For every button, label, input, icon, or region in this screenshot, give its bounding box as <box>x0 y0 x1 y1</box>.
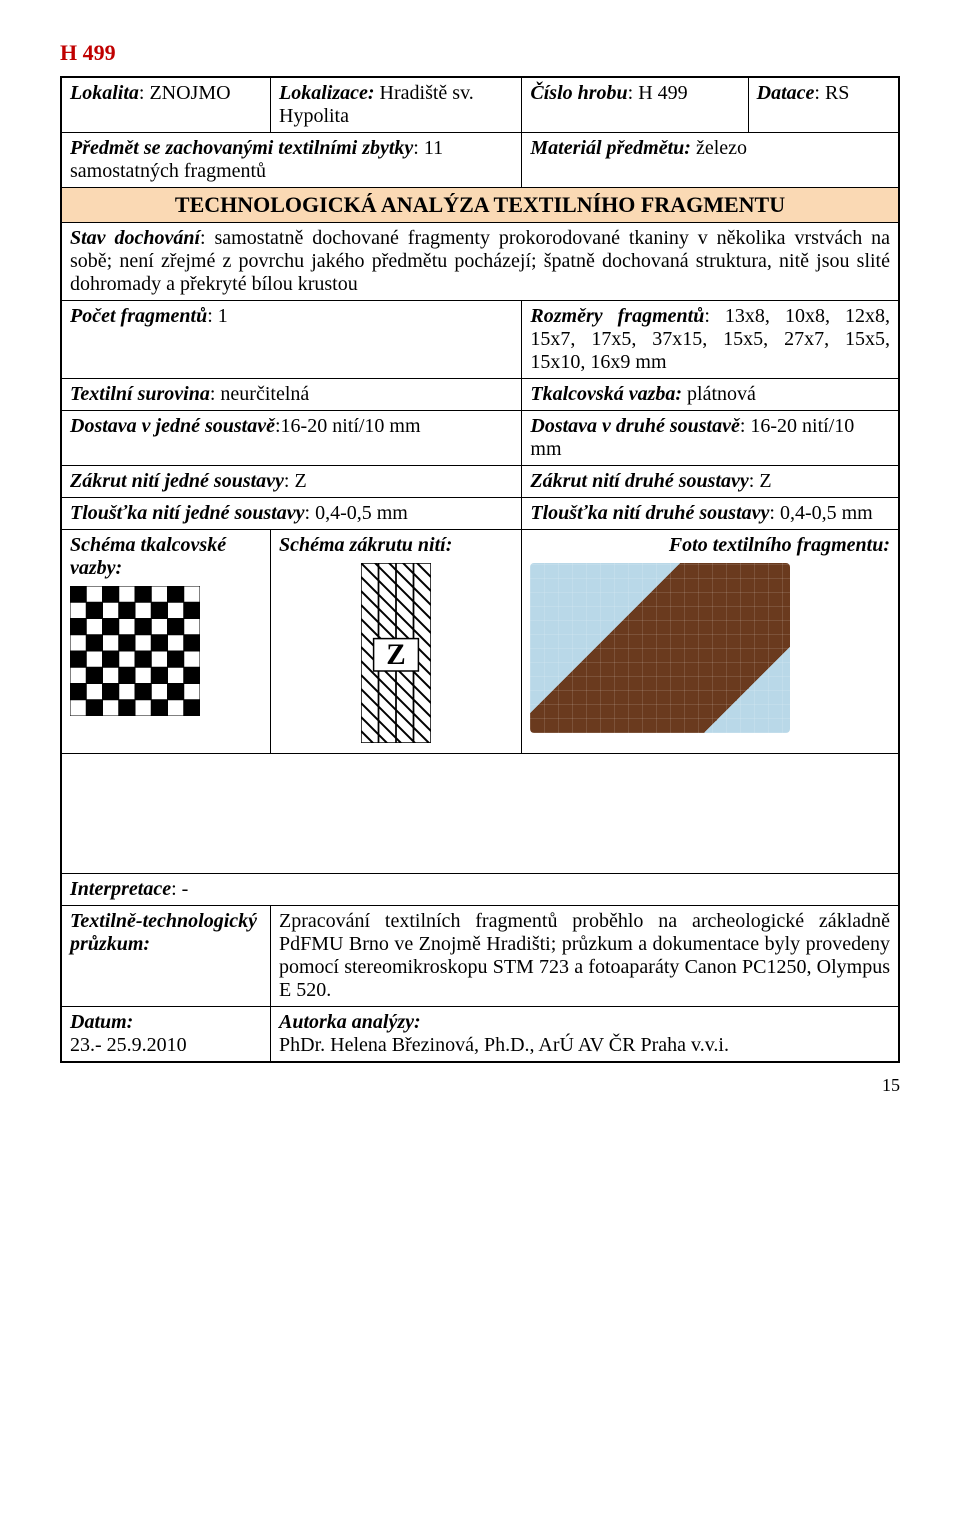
dostava1-val: :16-20 nití/10 mm <box>275 415 421 437</box>
autorka-lbl: Autorka analýzy: <box>279 1011 890 1034</box>
tloustka1-val: : 0,4-0,5 mm <box>305 502 408 524</box>
lokalita-lbl: Lokalita <box>70 82 139 104</box>
section-title: TECHNOLOGICKÁ ANALÝZA TEXTILNÍHO FRAGMEN… <box>61 188 899 223</box>
fragment-photo <box>530 563 790 733</box>
rozmery-lbl: Rozměry fragmentů <box>530 305 704 327</box>
schema-vazby-lbl: Schéma tkalcovské vazby: <box>70 534 262 580</box>
weave-diagram <box>70 586 262 716</box>
pocet-val: : 1 <box>207 305 228 327</box>
datace-val: : RS <box>814 82 849 104</box>
datum-val: 23.- 25.9.2010 <box>70 1034 262 1057</box>
schema-zakrutu-lbl: Schéma zákrutu nití: <box>279 534 513 557</box>
datace-lbl: Datace <box>757 82 815 104</box>
predmet-lbl: Předmět se zachovanými textilními zbytky <box>70 137 413 159</box>
datum-lbl: Datum: <box>70 1011 262 1034</box>
tloustka2-lbl: Tloušťka nití druhé soustavy <box>530 502 769 524</box>
schema-foto-lbl: Foto textilního fragmentu: <box>530 534 890 557</box>
page-code: H 499 <box>60 40 900 66</box>
cislo-val: : H 499 <box>628 82 688 104</box>
material-val: železo <box>691 137 747 159</box>
vazba-lbl: Tkalcovská vazba: <box>530 383 682 405</box>
tloustka2-val: : 0,4-0,5 mm <box>769 502 872 524</box>
page-number: 15 <box>60 1075 900 1096</box>
zakrut1-val: : Z <box>284 470 307 492</box>
interpretace-val: : - <box>171 878 188 900</box>
twist-diagram: Z <box>279 563 513 749</box>
spacer <box>61 754 899 874</box>
zakrut2-lbl: Zákrut nití druhé soustavy <box>530 470 748 492</box>
dostava2-lbl: Dostava v druhé soustavě <box>530 415 739 437</box>
cislo-lbl: Číslo hrobu <box>530 82 627 104</box>
pruzkum-val: Zpracování textilních fragmentů proběhlo… <box>279 910 890 1001</box>
zakrut1-lbl: Zákrut nití jedné soustavy <box>70 470 284 492</box>
svg-text:Z: Z <box>386 639 405 671</box>
surovina-val: : neurčitelná <box>210 383 309 405</box>
pruzkum-lbl: Textilně-technologický průzkum: <box>70 910 257 955</box>
dostava1-lbl: Dostava v jedné soustavě <box>70 415 275 437</box>
surovina-lbl: Textilní surovina <box>70 383 210 405</box>
stav-lbl: Stav dochování <box>70 227 200 249</box>
tloustka1-lbl: Tloušťka nití jedné soustavy <box>70 502 305 524</box>
zakrut2-val: : Z <box>749 470 772 492</box>
lokalizace-lbl: Lokalizace: <box>279 82 375 104</box>
pocet-lbl: Počet fragmentů <box>70 305 207 327</box>
lokalita-val: : ZNOJMO <box>139 82 231 104</box>
vazba-val: plátnová <box>682 383 756 405</box>
interpretace-lbl: Interpretace <box>70 878 171 900</box>
autorka-val: PhDr. Helena Březinová, Ph.D., ArÚ AV ČR… <box>279 1034 890 1057</box>
material-lbl: Materiál předmětu: <box>530 137 691 159</box>
analysis-table: Lokalita: ZNOJMO Lokalizace: Hradiště sv… <box>60 76 900 1063</box>
